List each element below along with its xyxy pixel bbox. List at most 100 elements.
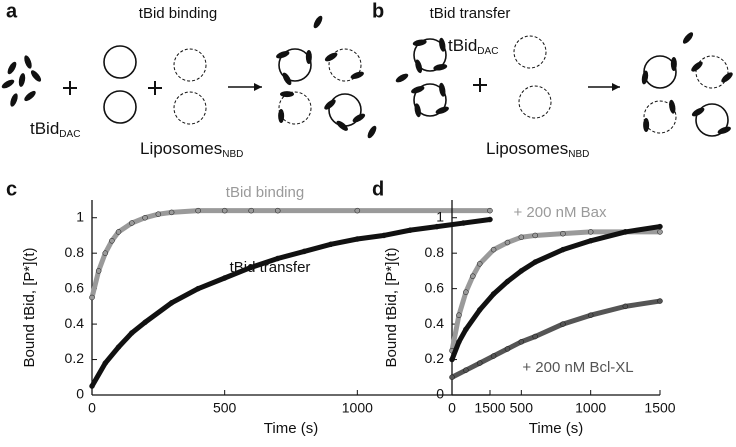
liposome [278, 91, 312, 125]
tbid-protein [641, 70, 649, 85]
series-label: tBid transfer [230, 259, 311, 276]
data-point [328, 241, 334, 248]
data-point [490, 353, 497, 359]
tbid-protein [350, 71, 364, 79]
series-label: + 200 nM Bcl-XL [522, 359, 633, 376]
tbid-protein [352, 113, 366, 123]
chart: c 0 0.2 0.4 0.6 0.8 1 0 500 1000 1500 Time (s) Bound… [6, 178, 506, 437]
data-point [381, 232, 387, 239]
panel-letter: b [372, 0, 384, 22]
x-tick-label: 1000 [575, 400, 606, 416]
tbid-protein [682, 32, 694, 44]
data-point [407, 227, 414, 233]
data-point [587, 238, 594, 244]
liposome [328, 48, 362, 82]
data-point [129, 330, 135, 336]
tbid-protein [24, 90, 36, 102]
chart: d 0 0.2 0.4 0.6 0.8 1 0 500 1000 1500 Time (s) Bound… [372, 178, 676, 437]
data-point [532, 232, 538, 239]
tbid-protein [435, 106, 449, 114]
label-main: Liposomes [486, 139, 568, 158]
data-point [456, 312, 462, 318]
fit-line [449, 229, 660, 352]
y-axis-label: Bound tBid, [P*](t) [383, 247, 400, 367]
data-point [115, 344, 122, 350]
data-point [89, 383, 95, 389]
tbid-protein [278, 109, 285, 123]
data-point [95, 268, 102, 274]
x-axis-label: Time (s) [529, 420, 583, 437]
liposome [103, 45, 137, 79]
y-tick-label: 1 [76, 208, 84, 224]
data-point [155, 211, 162, 217]
data-point [560, 230, 566, 237]
y-tick-label: 0.2 [65, 350, 85, 366]
data-point [115, 229, 122, 235]
data-point [168, 209, 175, 216]
data-point [518, 339, 525, 345]
tbid-protein [414, 103, 421, 118]
arrow-head [254, 83, 262, 91]
protein-label: tBidDAC [448, 36, 498, 56]
data-point [221, 275, 228, 281]
tbid-protein [24, 55, 32, 69]
tbid-protein [717, 126, 731, 134]
y-tick-label: 0 [76, 386, 84, 402]
data-point [587, 229, 594, 235]
data-point [560, 246, 566, 253]
data-point [89, 294, 95, 301]
data-point [129, 220, 135, 226]
data-point [248, 207, 254, 214]
arrow-head [612, 83, 620, 91]
tbid-protein [415, 59, 423, 74]
data-point [504, 346, 511, 352]
tbid-protein [367, 125, 377, 139]
fit-line [89, 217, 491, 388]
y-tick-label: 0.4 [65, 315, 85, 331]
tbid-protein [324, 99, 336, 110]
y-tick-label: 0.6 [425, 279, 445, 295]
liposome [643, 100, 677, 134]
fit-line [449, 224, 661, 361]
data-point [518, 268, 525, 274]
y-tick-label: 1 [436, 208, 444, 224]
data-point [142, 214, 148, 221]
y-tick-label: 0 [436, 386, 444, 402]
tbid-protein [282, 72, 292, 86]
liposome [513, 35, 547, 69]
x-tick-label: 1500 [644, 400, 675, 416]
data-point [487, 216, 493, 223]
data-point [449, 356, 455, 363]
x-tick-label: 0 [448, 400, 456, 416]
data-point [476, 261, 483, 267]
liposome-label: LiposomesNBD [486, 139, 589, 159]
tbid-protein [305, 50, 312, 64]
data-point [657, 298, 663, 304]
panel-letter: d [372, 178, 384, 200]
x-tick-label: 1000 [342, 400, 373, 416]
data-point [168, 300, 175, 306]
y-tick-label: 0.8 [425, 244, 445, 260]
data-point [490, 246, 497, 253]
data-point [622, 229, 629, 235]
y-axis-label: Bound tBid, [P*](t) [21, 247, 38, 367]
tbid-protein [411, 86, 425, 94]
label-sub: NBD [568, 149, 589, 160]
tbid-protein [691, 107, 705, 117]
tbid-protein [669, 99, 676, 114]
tbid-protein [18, 73, 26, 87]
x-tick-label: 0 [88, 400, 96, 416]
data-point [587, 312, 594, 318]
liposome [103, 90, 137, 124]
data-point [622, 303, 629, 310]
liposome-label: LiposomesNBD [140, 139, 243, 159]
liposome [278, 48, 312, 82]
label-main: tBid [448, 36, 477, 55]
data-point [487, 207, 493, 214]
tbid-protein [691, 61, 703, 72]
data-point [274, 255, 281, 262]
x-axis-label: Time (s) [264, 420, 318, 437]
data-point [657, 229, 663, 235]
tbid-protein [721, 72, 733, 83]
